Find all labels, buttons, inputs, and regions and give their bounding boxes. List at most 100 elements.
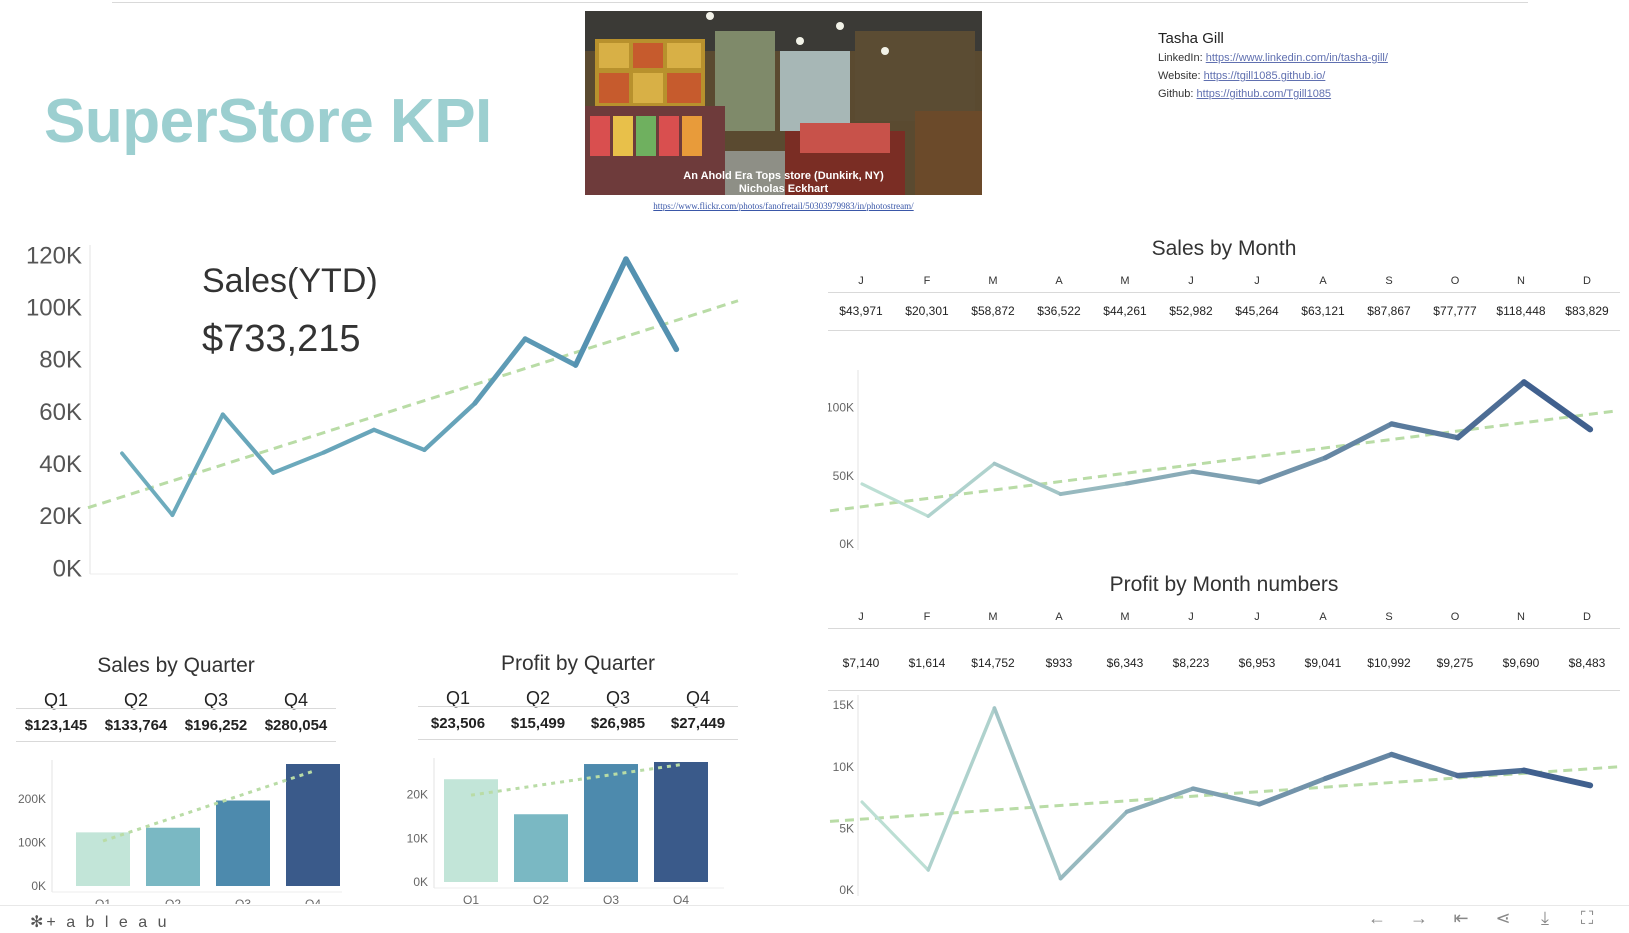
undo-icon[interactable]: ← <box>1367 908 1387 929</box>
month-value: $52,982 <box>1158 304 1224 318</box>
bar <box>146 828 200 886</box>
redo-icon[interactable]: → <box>1409 908 1429 929</box>
month-letter: D <box>1554 611 1620 623</box>
share-icon[interactable]: ⋖ <box>1493 908 1513 929</box>
tableau-logo[interactable]: ✻+ a b l e a u <box>30 912 169 932</box>
x-tick-label: Q1 <box>95 897 111 904</box>
month-value: $9,275 <box>1422 656 1488 670</box>
quarter-value: $280,054 <box>256 717 336 734</box>
y-tick-label: 0K <box>53 555 82 582</box>
bar <box>286 764 340 886</box>
divider <box>828 292 1620 293</box>
month-letter: F <box>894 611 960 623</box>
month-letter: O <box>1422 611 1488 623</box>
quarter-value: $133,764 <box>96 717 176 734</box>
month-letter: S <box>1356 275 1422 287</box>
trend-line <box>103 771 313 841</box>
line-segment <box>994 464 1060 495</box>
month-value: $20,301 <box>894 304 960 318</box>
y-tick-label: 50K <box>833 469 854 483</box>
month-value: $118,448 <box>1488 304 1554 318</box>
month-letter: M <box>1092 611 1158 623</box>
month-value: $83,829 <box>1554 304 1620 318</box>
month-value: $8,483 <box>1554 656 1620 670</box>
github-link[interactable]: https://github.com/Tgill1085 <box>1197 88 1332 100</box>
divider <box>828 330 1620 331</box>
month-value: $7,140 <box>828 656 894 670</box>
download-icon[interactable]: ⤓ <box>1535 908 1555 929</box>
photo-caption-line2: Nicholas Eckhart <box>585 183 982 196</box>
quarter-value: $123,145 <box>16 717 96 734</box>
author-name: Tasha Gill <box>1158 30 1224 47</box>
profit-quarter-values: $23,506$15,499$26,985$27,449 <box>418 715 738 732</box>
trend-line <box>830 411 1618 511</box>
month-value: $6,953 <box>1224 656 1290 670</box>
month-value: $36,522 <box>1026 304 1092 318</box>
month-letter: A <box>1026 275 1092 287</box>
x-tick-label: Q3 <box>603 893 619 904</box>
y-tick-label: 0K <box>31 879 46 893</box>
divider <box>418 706 738 707</box>
revert-icon[interactable]: ⇤ <box>1451 908 1471 929</box>
x-tick-label: Q2 <box>533 893 549 904</box>
month-letter: J <box>1224 275 1290 287</box>
month-letter: N <box>1488 275 1554 287</box>
x-tick-label: Q4 <box>673 893 689 904</box>
month-letter: J <box>1158 611 1224 623</box>
tableau-wordmark: + a b l e a u <box>46 914 169 931</box>
github-row: Github: https://github.com/Tgill1085 <box>1158 88 1331 100</box>
quarter-value: $23,506 <box>418 715 498 732</box>
kpi-value: $733,215 <box>202 318 361 361</box>
y-tick-label: 0K <box>839 883 854 897</box>
y-tick-label: 100K <box>828 401 854 415</box>
line-segment <box>1061 812 1127 879</box>
month-value: $9,041 <box>1290 656 1356 670</box>
line-segment <box>424 403 474 450</box>
y-tick-label: 20K <box>407 788 428 802</box>
quarter-value: $15,499 <box>498 715 578 732</box>
month-value: $44,261 <box>1092 304 1158 318</box>
website-link[interactable]: https://tgill1085.github.io/ <box>1204 70 1326 82</box>
month-value: $87,867 <box>1356 304 1422 318</box>
linkedin-row: LinkedIn: https://www.linkedin.com/in/ta… <box>1158 52 1388 64</box>
bar <box>514 814 568 882</box>
line-segment <box>1458 382 1524 438</box>
quarter-value: $196,252 <box>176 717 256 734</box>
sales-month-values: $43,971$20,301$58,872$36,522$44,261$52,9… <box>828 304 1620 318</box>
month-value: $14,752 <box>960 656 1026 670</box>
line-segment <box>172 414 222 515</box>
line-segment <box>1061 484 1127 495</box>
month-value: $63,121 <box>1290 304 1356 318</box>
y-tick-label: 60K <box>39 399 82 426</box>
github-label: Github: <box>1158 88 1193 100</box>
fullscreen-icon[interactable]: ⛶ <box>1577 908 1597 929</box>
month-value: $77,777 <box>1422 304 1488 318</box>
month-letter: A <box>1290 275 1356 287</box>
kpi-label: Sales(YTD) <box>202 262 378 301</box>
line-segment <box>1392 424 1458 438</box>
month-letter: A <box>1026 611 1092 623</box>
month-value: $45,264 <box>1224 304 1290 318</box>
website-label: Website: <box>1158 70 1201 82</box>
line-segment <box>223 414 273 472</box>
month-letter: M <box>1092 275 1158 287</box>
month-letter: J <box>1224 611 1290 623</box>
line-segment <box>324 430 374 453</box>
y-tick-label: 40K <box>39 451 82 478</box>
photo-source-link[interactable]: https://www.flickr.com/photos/fanofretai… <box>585 201 982 211</box>
month-letter: D <box>1554 275 1620 287</box>
linkedin-link[interactable]: https://www.linkedin.com/in/tasha-gill/ <box>1206 52 1388 64</box>
x-tick-label: Q4 <box>305 897 321 904</box>
line-segment <box>1392 754 1458 775</box>
divider <box>828 628 1620 629</box>
y-tick-label: 10K <box>407 831 428 845</box>
line-segment <box>374 430 424 450</box>
line-segment <box>576 259 626 365</box>
